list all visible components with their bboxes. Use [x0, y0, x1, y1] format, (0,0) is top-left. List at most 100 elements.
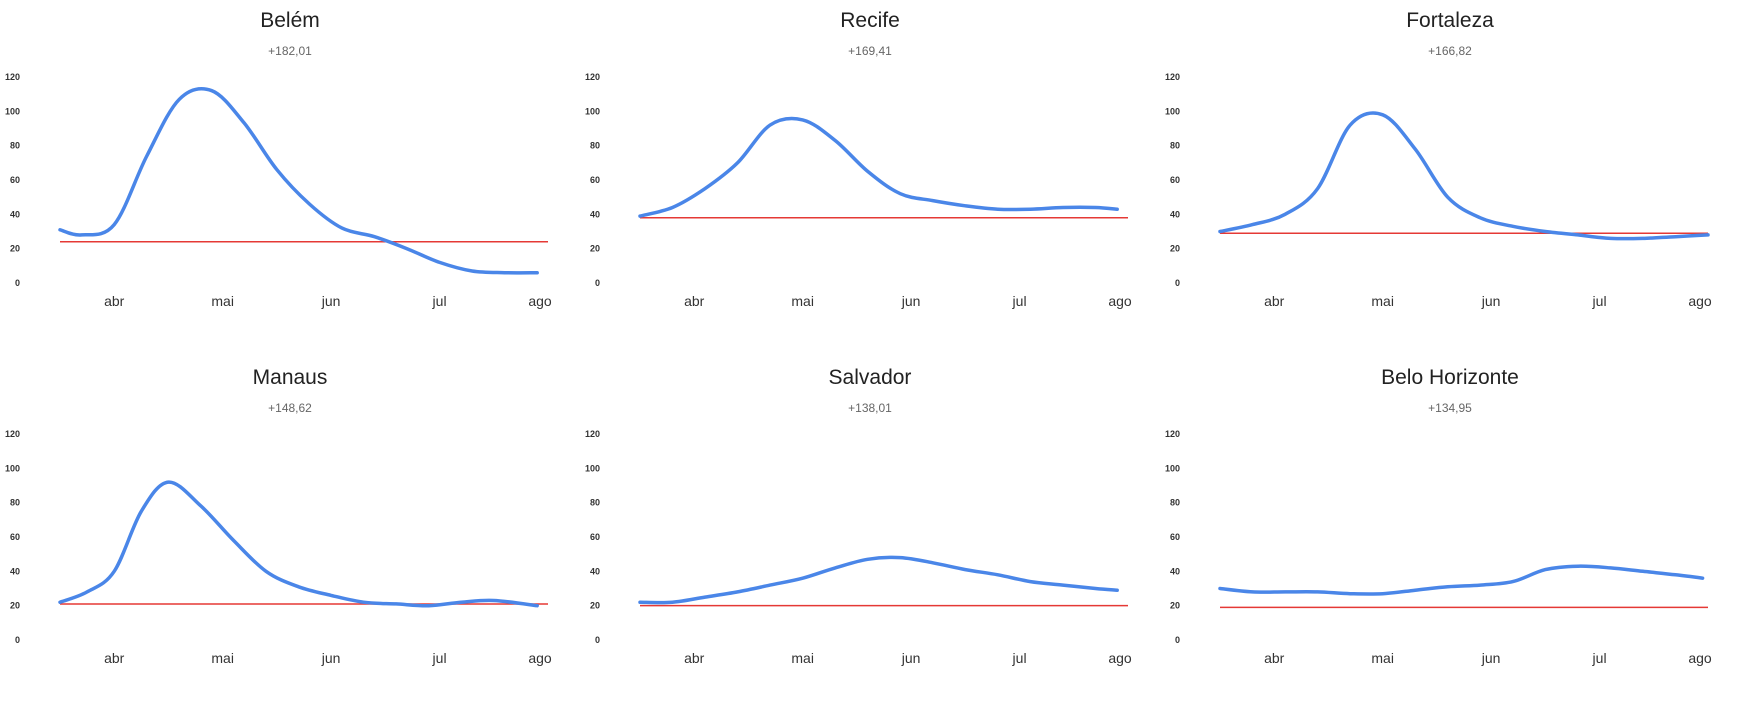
x-tick-label: mai — [211, 650, 234, 666]
chart-panel-manaus: Manaus +148,62 0 20 40 60 80 100 120 abr mai jun j… — [0, 357, 580, 714]
x-tick-label: mai — [211, 293, 234, 309]
x-tick-label: jul — [432, 293, 447, 309]
y-tick-label: 80 — [10, 498, 20, 508]
x-tick-label: abr — [104, 650, 125, 666]
x-tick-label: abr — [1264, 650, 1285, 666]
chart-title: Salvador — [828, 366, 912, 389]
x-tick-label: jun — [1481, 650, 1501, 666]
y-tick-label: 80 — [10, 141, 20, 151]
chart-plot: 0 20 40 60 80 100 120 abr mai jun jul ago — [1165, 72, 1712, 309]
x-tick-label: mai — [791, 293, 814, 309]
chart-title: Manaus — [252, 366, 328, 389]
y-tick-label: 0 — [595, 278, 600, 288]
x-tick-label: mai — [1371, 650, 1394, 666]
x-tick-label: ago — [528, 650, 552, 666]
y-tick-label: 20 — [10, 601, 20, 611]
y-tick-label: 40 — [1170, 209, 1180, 219]
x-tick-label: ago — [1108, 650, 1132, 666]
series-line — [1218, 111, 1710, 241]
x-tick-label: jul — [1592, 650, 1607, 666]
y-tick-label: 100 — [585, 106, 600, 116]
chart-subtitle: +138,01 — [848, 401, 892, 415]
chart-title: Recife — [840, 9, 900, 32]
x-tick-label: ago — [528, 293, 552, 309]
x-tick-label: abr — [684, 650, 705, 666]
x-tick-label: jul — [1012, 650, 1027, 666]
y-tick-label: 60 — [1170, 175, 1180, 185]
y-tick-label: 20 — [590, 244, 600, 254]
y-tick-label: 40 — [10, 566, 20, 576]
chart-subtitle: +169,41 — [848, 44, 892, 58]
x-tick-label: jun — [901, 650, 921, 666]
x-tick-label: jun — [321, 650, 341, 666]
chart-panel-belo-horizonte: Belo Horizonte +134,95 0 20 40 60 80 100 120 ab… — [1160, 357, 1740, 714]
y-tick-label: 80 — [1170, 498, 1180, 508]
y-tick-label: 80 — [1170, 141, 1180, 151]
x-tick-label: jul — [1592, 293, 1607, 309]
chart-subtitle: +134,95 — [1428, 401, 1472, 415]
x-tick-label: ago — [1108, 293, 1132, 309]
y-tick-label: 120 — [5, 429, 20, 439]
y-tick-label: 40 — [590, 566, 600, 576]
chart-plot: 0 20 40 60 80 100 120 abr mai jun jul ago — [5, 429, 552, 666]
chart-plot: 0 20 40 60 80 100 120 abr mai jun jul ago — [5, 72, 552, 309]
y-tick-label: 120 — [1165, 429, 1180, 439]
y-tick-label: 40 — [10, 209, 20, 219]
x-tick-label: jun — [901, 293, 921, 309]
chart-panel-recife: Recife +169,41 0 20 40 60 80 100 120 abr mai jun j… — [580, 0, 1160, 357]
x-tick-label: abr — [104, 293, 125, 309]
y-tick-label: 100 — [5, 463, 20, 473]
y-tick-label: 100 — [1165, 106, 1180, 116]
y-tick-label: 120 — [585, 72, 600, 82]
y-tick-label: 80 — [590, 498, 600, 508]
chart-title: Belém — [260, 9, 320, 32]
y-tick-label: 60 — [590, 175, 600, 185]
chart-plot: 0 20 40 60 80 100 120 abr mai jun jul ago — [1165, 429, 1712, 666]
x-tick-label: ago — [1688, 650, 1712, 666]
y-tick-label: 0 — [1175, 278, 1180, 288]
chart-panel-salvador: Salvador +138,01 0 20 40 60 80 100 120 abr mai ju… — [580, 357, 1160, 714]
series-line — [638, 116, 1119, 218]
x-tick-label: jun — [321, 293, 341, 309]
y-tick-label: 60 — [590, 532, 600, 542]
chart-subtitle: +166,82 — [1428, 44, 1472, 58]
y-tick-label: 40 — [1170, 566, 1180, 576]
y-tick-label: 0 — [1175, 635, 1180, 645]
y-tick-label: 20 — [1170, 601, 1180, 611]
x-tick-label: jul — [1012, 293, 1027, 309]
y-tick-label: 20 — [1170, 244, 1180, 254]
y-tick-label: 60 — [10, 175, 20, 185]
chart-plot: 0 20 40 60 80 100 120 abr mai jun jul ago — [585, 72, 1132, 309]
series-line — [638, 555, 1119, 605]
y-tick-label: 60 — [10, 532, 20, 542]
x-tick-label: jul — [432, 650, 447, 666]
chart-subtitle: +148,62 — [268, 401, 312, 415]
chart-title: Belo Horizonte — [1381, 366, 1519, 389]
series-line — [58, 480, 539, 608]
chart-title: Fortaleza — [1406, 9, 1494, 32]
y-tick-label: 80 — [590, 141, 600, 151]
chart-plot: 0 20 40 60 80 100 120 abr mai jun jul ago — [585, 429, 1132, 666]
x-tick-label: mai — [791, 650, 814, 666]
y-tick-label: 100 — [5, 106, 20, 116]
y-tick-label: 100 — [585, 463, 600, 473]
chart-panel-belem: Belém +182,01 0 20 40 60 80 100 120 abr mai jun ju… — [0, 0, 580, 357]
series-line — [58, 87, 539, 275]
y-tick-label: 120 — [5, 72, 20, 82]
y-tick-label: 0 — [15, 635, 20, 645]
x-tick-label: abr — [684, 293, 705, 309]
chart-panel-fortaleza: Fortaleza +166,82 0 20 40 60 80 100 120 abr mai j… — [1160, 0, 1740, 357]
y-tick-label: 40 — [590, 209, 600, 219]
y-tick-label: 100 — [1165, 463, 1180, 473]
y-tick-label: 0 — [15, 278, 20, 288]
x-tick-label: mai — [1371, 293, 1394, 309]
x-tick-label: abr — [1264, 293, 1285, 309]
chart-subtitle: +182,01 — [268, 44, 312, 58]
y-tick-label: 120 — [585, 429, 600, 439]
y-tick-label: 0 — [595, 635, 600, 645]
y-tick-label: 60 — [1170, 532, 1180, 542]
series-line — [1218, 564, 1705, 596]
x-tick-label: jun — [1481, 293, 1501, 309]
y-tick-label: 20 — [10, 244, 20, 254]
y-tick-label: 20 — [590, 601, 600, 611]
